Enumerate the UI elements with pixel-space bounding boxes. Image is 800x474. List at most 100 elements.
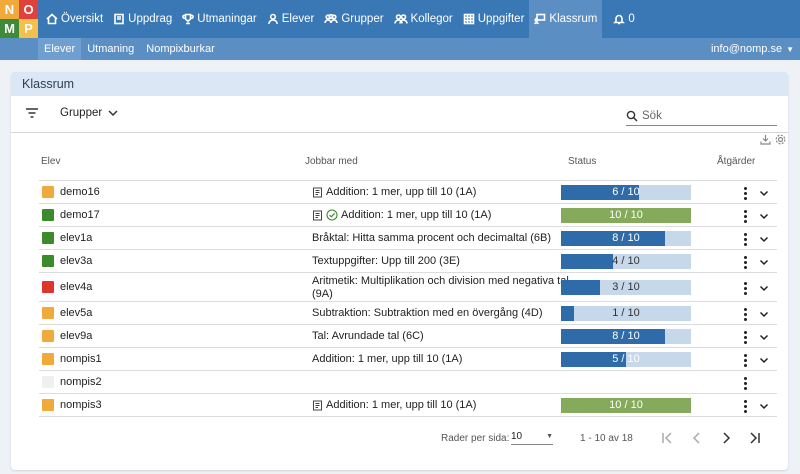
student-name[interactable]: elev9a bbox=[60, 329, 93, 342]
student-name[interactable]: nompis1 bbox=[60, 352, 102, 365]
nav-elever[interactable]: Elever bbox=[262, 0, 320, 38]
table-row[interactable]: elev3a Textuppgifter: Upp till 200 (3E) … bbox=[39, 249, 777, 272]
search-icon bbox=[626, 110, 638, 122]
status-square bbox=[42, 306, 54, 319]
student-cell: elev1a bbox=[42, 231, 93, 244]
progress-label: 3 / 10 bbox=[612, 281, 640, 293]
header-jobbar-med[interactable]: Jobbar med bbox=[305, 156, 358, 167]
table-row[interactable]: elev4a Aritmetik: Multiplikation och div… bbox=[39, 272, 777, 301]
nav-uppdrag[interactable]: Uppdrag bbox=[108, 0, 177, 38]
rows-per-page-select[interactable]: 10 ▼ bbox=[511, 431, 553, 445]
table-row[interactable]: elev1a Bråktal: Hitta samma procent och … bbox=[39, 226, 777, 249]
nav-grupper[interactable]: Grupper bbox=[319, 0, 388, 38]
nav-label: Kollegor bbox=[410, 13, 453, 25]
student-cell: elev4a bbox=[42, 280, 93, 293]
nomp-logo[interactable]: N O M P bbox=[0, 0, 38, 38]
expand-chevron-icon[interactable] bbox=[759, 257, 769, 267]
caret-down-icon: ▼ bbox=[786, 44, 794, 54]
more-options-icon[interactable] bbox=[741, 186, 749, 201]
filter-icon[interactable] bbox=[25, 107, 39, 119]
colleagues-icon bbox=[393, 14, 408, 24]
nav-label: Elever bbox=[281, 13, 315, 25]
more-options-icon[interactable] bbox=[741, 353, 749, 368]
student-cell: nompis3 bbox=[42, 398, 102, 411]
expand-chevron-icon[interactable] bbox=[759, 401, 769, 411]
page-range: 1 - 10 av 18 bbox=[580, 433, 633, 444]
expand-chevron-icon[interactable] bbox=[759, 234, 769, 244]
table-row[interactable]: demo17 Addition: 1 mer, upp till 10 (1A)… bbox=[39, 203, 777, 226]
progress-fill bbox=[561, 352, 626, 367]
subnav-utmaning[interactable]: Utmaning bbox=[87, 43, 135, 55]
student-name[interactable]: elev4a bbox=[60, 280, 93, 293]
more-options-icon[interactable] bbox=[741, 232, 749, 247]
last-page-icon[interactable] bbox=[748, 431, 762, 445]
expand-chevron-icon[interactable] bbox=[759, 332, 769, 342]
more-options-icon[interactable] bbox=[741, 399, 749, 414]
table-row[interactable]: elev5a Subtraktion: Subtraktion med en ö… bbox=[39, 301, 777, 324]
caret-down-icon: ▼ bbox=[546, 433, 553, 440]
nav-label: Uppgifter bbox=[477, 13, 525, 25]
nav-uppgifter[interactable]: Uppgifter bbox=[458, 0, 530, 38]
student-name[interactable]: demo17 bbox=[60, 208, 100, 221]
more-options-icon[interactable] bbox=[741, 330, 749, 345]
nav-utmaningar[interactable]: Utmaningar bbox=[177, 0, 261, 38]
table-row[interactable]: nompis3 Addition: 1 mer, upp till 10 (1A… bbox=[39, 393, 777, 416]
student-name[interactable]: elev1a bbox=[60, 231, 93, 244]
header-status[interactable]: Status bbox=[568, 156, 597, 167]
next-page-icon[interactable] bbox=[719, 431, 733, 445]
more-options-icon[interactable] bbox=[741, 376, 749, 391]
nav-oversikt[interactable]: Översikt bbox=[41, 0, 108, 38]
classroom-card: Klassrum Grupper Elev Jobbar med Status … bbox=[11, 72, 788, 470]
more-options-icon[interactable] bbox=[741, 307, 749, 322]
search-input[interactable] bbox=[642, 109, 762, 122]
user-menu[interactable]: info@nomp.se ▼ bbox=[711, 38, 794, 60]
logo-letter: O bbox=[19, 0, 38, 19]
task-cell: Textuppgifter: Upp till 200 (3E) bbox=[312, 255, 460, 268]
gear-icon[interactable] bbox=[775, 134, 786, 145]
task-label: Bråktal: Hitta samma procent och decimal… bbox=[312, 231, 552, 244]
download-icon[interactable] bbox=[760, 134, 771, 145]
student-name[interactable]: demo16 bbox=[60, 185, 100, 198]
previous-page-icon[interactable] bbox=[690, 431, 704, 445]
book-icon bbox=[313, 210, 322, 220]
expand-chevron-icon[interactable] bbox=[759, 283, 769, 293]
expand-chevron-icon[interactable] bbox=[759, 211, 769, 221]
table-row[interactable]: elev9a Tal: Avrundade tal (6C) 8 / 10 bbox=[39, 324, 777, 347]
task-cell: Addition: 1 mer, upp till 10 (1A) bbox=[312, 353, 462, 366]
table-row[interactable]: nompis2 bbox=[39, 370, 777, 393]
table-row[interactable]: demo16 Addition: 1 mer, upp till 10 (1A)… bbox=[39, 180, 777, 203]
student-name[interactable]: elev3a bbox=[60, 254, 93, 267]
task-cell: Addition: 1 mer, upp till 10 (1A) bbox=[312, 399, 476, 412]
task-cell: Subtraktion: Subtraktion med en övergång… bbox=[312, 307, 543, 320]
notifications-button[interactable]: 0 bbox=[608, 0, 639, 38]
more-options-icon[interactable] bbox=[741, 281, 749, 296]
groups-dropdown[interactable]: Grupper bbox=[60, 107, 118, 119]
progress-bar: 6 / 10 bbox=[561, 185, 691, 200]
nav-label: Utmaningar bbox=[197, 13, 257, 25]
expand-chevron-icon[interactable] bbox=[759, 188, 769, 198]
student-name[interactable]: nompis2 bbox=[60, 375, 102, 388]
student-name[interactable]: elev5a bbox=[60, 306, 93, 319]
first-page-icon[interactable] bbox=[660, 431, 674, 445]
more-options-icon[interactable] bbox=[741, 209, 749, 224]
more-options-icon[interactable] bbox=[741, 255, 749, 270]
rows-per-page-label: Rader per sida: bbox=[441, 433, 510, 444]
task-label: Addition: 1 mer, upp till 10 (1A) bbox=[341, 208, 492, 221]
nav-klassrum[interactable]: Klassrum bbox=[529, 0, 603, 38]
card-title: Klassrum bbox=[11, 72, 788, 96]
student-name[interactable]: nompis3 bbox=[60, 398, 102, 411]
header-elev[interactable]: Elev bbox=[41, 156, 61, 167]
subnav-elever[interactable]: Elever bbox=[38, 38, 82, 60]
task-label: Subtraktion: Subtraktion med en övergång… bbox=[312, 306, 543, 319]
progress-fill bbox=[561, 329, 665, 344]
task-cell: Aritmetik: Multiplikation och division m… bbox=[312, 275, 569, 301]
nav-kollegor[interactable]: Kollegor bbox=[389, 0, 458, 38]
progress-bar: 3 / 10 bbox=[561, 280, 691, 295]
expand-chevron-icon[interactable] bbox=[759, 355, 769, 365]
person-icon bbox=[267, 13, 278, 25]
book-icon bbox=[313, 400, 322, 410]
expand-chevron-icon[interactable] bbox=[759, 309, 769, 319]
logo-letter: P bbox=[19, 19, 38, 38]
table-row[interactable]: nompis1 Addition: 1 mer, upp till 10 (1A… bbox=[39, 347, 777, 370]
subnav-nompixburkar[interactable]: Nompixburkar bbox=[146, 43, 215, 55]
